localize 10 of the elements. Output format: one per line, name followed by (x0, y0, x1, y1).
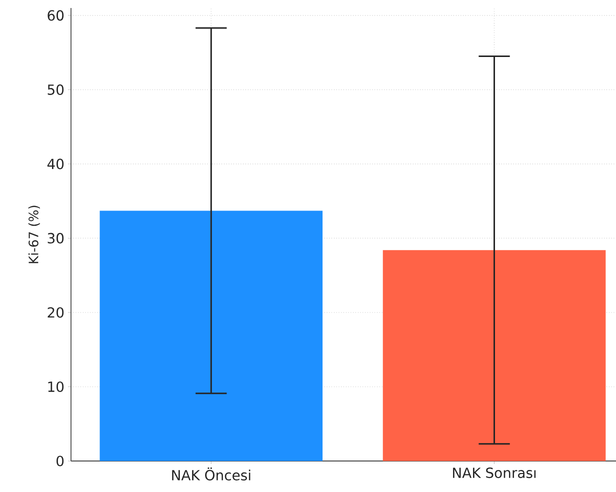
x-tick-label: NAK Öncesi (172, 467, 250, 480)
x-tick-label: NAK Sonrası (453, 468, 536, 478)
y-tick-label: 30 (48, 232, 64, 244)
y-axis-title: Ki-67 (%) (28, 206, 40, 264)
y-tick-label: 20 (48, 307, 64, 318)
y-tick-label: 40 (47, 158, 64, 170)
y-tick-label: 50 (48, 84, 64, 95)
y-tick-label: 10 (48, 381, 64, 392)
y-tick-label: 0 (56, 456, 64, 466)
y-tick-label: 60 (48, 10, 64, 21)
